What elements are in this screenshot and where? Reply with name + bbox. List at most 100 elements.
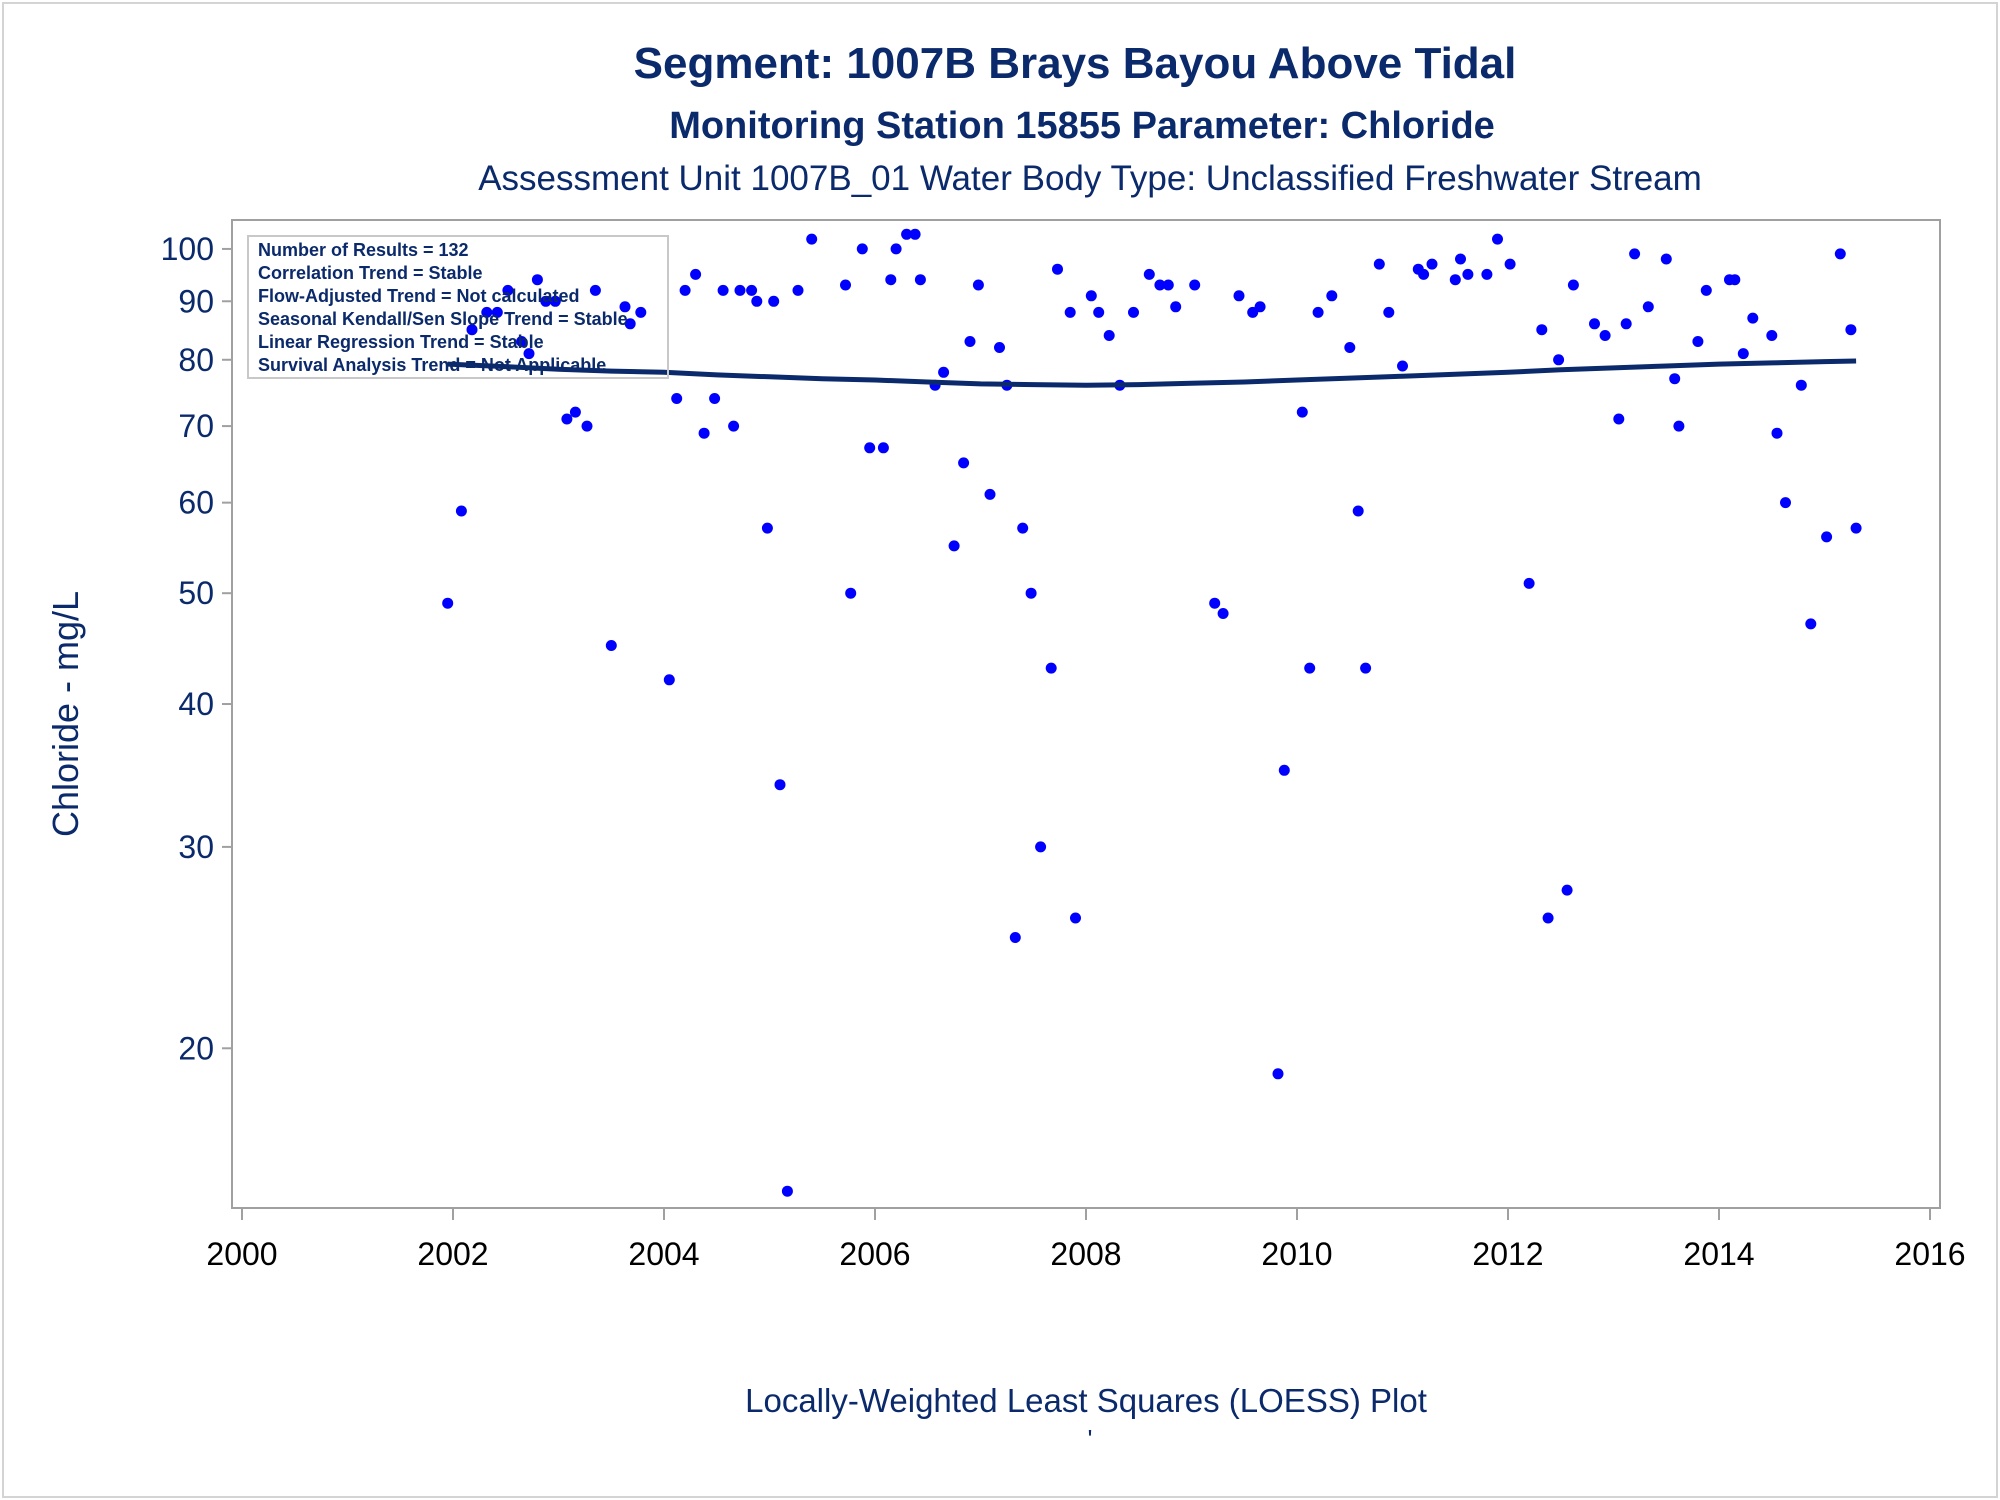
chart-title: Segment: 1007B Brays Bayou Above Tidal: [634, 39, 1517, 88]
data-point: [561, 413, 573, 425]
x-axis-label: Locally-Weighted Least Squares (LOESS) P…: [745, 1382, 1427, 1419]
data-point: [1673, 420, 1685, 432]
data-point: [1462, 268, 1474, 280]
data-point: [549, 295, 561, 307]
data-point: [1383, 306, 1395, 318]
data-point: [698, 427, 710, 439]
data-point: [1766, 330, 1778, 341]
data-point: [1834, 248, 1846, 260]
x-tick-label: 2012: [1472, 1236, 1543, 1272]
data-point: [1642, 301, 1654, 313]
data-point: [1504, 258, 1516, 270]
x-tick-label: 2000: [206, 1236, 277, 1272]
data-point: [1344, 342, 1356, 353]
stats-line: Survival Analysis Trend = Not Applicable: [258, 355, 606, 375]
y-tick-label: 30: [178, 829, 214, 865]
data-point: [1373, 258, 1385, 270]
x-tick-label: 2006: [839, 1236, 910, 1272]
data-point: [619, 301, 631, 313]
data-point: [864, 442, 876, 454]
data-point: [1360, 662, 1372, 674]
data-point: [624, 318, 636, 330]
data-point: [774, 779, 786, 791]
data-point: [523, 348, 535, 360]
x-tick-label: 2014: [1683, 1236, 1754, 1272]
data-point: [1692, 336, 1704, 347]
data-point: [679, 284, 691, 296]
stats-box-border: [247, 235, 669, 379]
data-point: [948, 540, 960, 552]
data-point: [1326, 290, 1338, 302]
data-point: [491, 306, 503, 318]
data-point: [1143, 268, 1155, 280]
data-point: [1085, 290, 1097, 302]
chart-subtitle-2: Assessment Unit 1007B_01 Water Body Type…: [478, 159, 1702, 198]
data-point: [1599, 330, 1611, 341]
data-point: [746, 284, 758, 296]
data-point: [709, 393, 721, 404]
data-point: [1025, 587, 1037, 599]
data-point: [502, 284, 514, 296]
data-point: [717, 284, 729, 296]
data-point: [984, 488, 996, 500]
data-point: [1613, 413, 1625, 425]
data-point: [792, 284, 804, 296]
data-point: [589, 284, 601, 296]
data-point: [1254, 301, 1266, 313]
data-point: [1589, 318, 1600, 330]
loess-curve: [447, 358, 1857, 388]
data-point: [1312, 306, 1324, 318]
y-axis: 20 30 40 50 60 70 80 90 100: [161, 231, 232, 1066]
data-point: [964, 336, 976, 347]
data-point: [909, 228, 921, 240]
data-point: [994, 342, 1005, 353]
footnote: ': [1088, 1424, 1093, 1454]
data-point: [958, 457, 970, 469]
data-point: [1523, 577, 1535, 589]
data-point: [1418, 268, 1430, 280]
data-point: [690, 268, 702, 280]
data-point: [1567, 279, 1579, 291]
data-point: [1154, 279, 1166, 291]
data-point: [938, 366, 950, 378]
data-point: [1128, 306, 1139, 318]
data-point: [671, 393, 683, 404]
data-point: [1170, 301, 1182, 313]
data-point: [1035, 841, 1047, 853]
data-point: [1542, 912, 1554, 924]
stats-line: Number of Results = 132: [258, 240, 469, 260]
data-point: [885, 274, 897, 286]
y-tick-label: 80: [178, 342, 214, 378]
data-point: [840, 279, 851, 291]
data-point: [1845, 324, 1857, 336]
stats-line: Seasonal Kendall/Sen Slope Trend = Stabl…: [258, 309, 628, 329]
data-point: [728, 420, 740, 432]
data-point: [1397, 360, 1408, 372]
data-point: [663, 674, 675, 686]
data-point: [1070, 912, 1081, 924]
data-point: [914, 274, 926, 286]
data-point: [531, 274, 543, 286]
data-point: [1064, 306, 1076, 318]
data-point: [1162, 279, 1174, 291]
data-point: [1629, 248, 1641, 260]
y-tick-label: 40: [178, 686, 214, 722]
y-axis-label: Chloride - mg/L: [45, 591, 86, 837]
data-point: [1669, 373, 1681, 385]
y-tick-label: 50: [178, 575, 214, 611]
stats-box: Number of Results = 132 Correlation Trend…: [247, 235, 669, 379]
data-point: [581, 420, 593, 432]
data-point: [1278, 764, 1290, 776]
data-point: [1217, 608, 1229, 619]
data-point: [972, 279, 984, 291]
x-tick-label: 2010: [1261, 1236, 1332, 1272]
data-point: [1771, 427, 1783, 439]
stats-line: Linear Regression Trend = Stable: [258, 332, 544, 352]
data-point: [734, 284, 746, 296]
data-point: [845, 587, 857, 599]
data-point: [806, 233, 818, 245]
data-point: [1805, 618, 1817, 630]
data-point: [1093, 306, 1105, 318]
data-point: [901, 228, 913, 240]
